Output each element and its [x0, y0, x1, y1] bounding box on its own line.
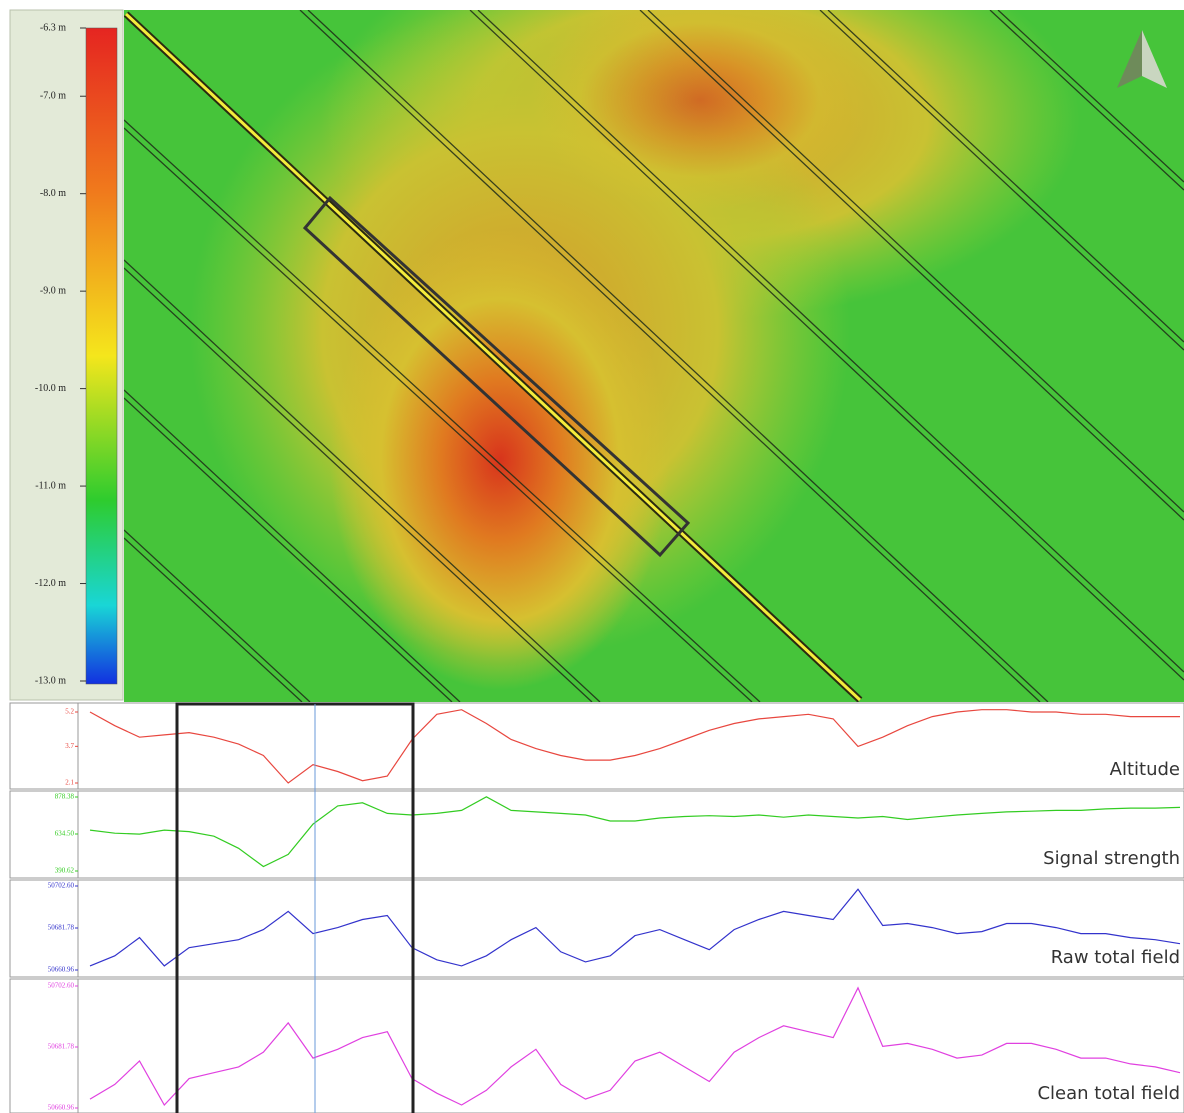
y-tick-label: 50681.78 — [48, 924, 75, 932]
colorbar-tick-label: -9.0 m — [40, 285, 66, 296]
colorbar-tick-label: -6.3 m — [40, 22, 66, 33]
chart-panel — [10, 979, 1184, 1113]
y-tick-label: 50702.60 — [48, 882, 75, 890]
y-tick-label: 3.7 — [65, 742, 74, 750]
colorbar-tick-label: -7.0 m — [40, 91, 66, 102]
map-view — [124, 0, 1184, 702]
colorbar-tick-label: -12.0 m — [35, 578, 66, 589]
series-name: Signal strength — [1043, 848, 1180, 869]
screen: -6.3 m -7.0 m -8.0 m -9.0 m -10.0 m -11.0 m -1… — [0, 0, 1184, 1113]
series-name: Altitude — [1110, 759, 1180, 780]
page: {"colorbar":{"ticks":[{"value":-6.3,"lab… — [0, 0, 1184, 1113]
colorbar-tick-label: -8.0 m — [40, 188, 66, 199]
colorbar — [86, 28, 117, 684]
colorbar-panel: -6.3 m -7.0 m -8.0 m -9.0 m -10.0 m -11.0 m -1… — [10, 10, 123, 700]
chart-panel — [10, 880, 1184, 977]
colorbar-tick-label: -11.0 m — [35, 480, 66, 491]
y-tick-label: 50702.60 — [48, 982, 75, 990]
series-name: Clean total field — [1037, 1083, 1180, 1104]
colorbar-tick-label: -10.0 m — [35, 383, 66, 394]
y-tick-label: 2.1 — [65, 779, 74, 787]
chart-panel — [10, 703, 1184, 789]
y-tick-label: 50660.96 — [48, 1104, 75, 1112]
profile-charts: 5.2 3.7 2.1 Altitude 878.38 634.50 390.62 Signa… — [10, 702, 1184, 1113]
y-tick-label: 5.2 — [65, 708, 74, 716]
y-tick-label: 50660.96 — [48, 966, 75, 974]
chart-panel — [10, 791, 1184, 878]
y-tick-label: 50681.78 — [48, 1043, 75, 1051]
series-name: Raw total field — [1051, 947, 1180, 968]
y-tick-label: 878.38 — [55, 793, 75, 801]
colorbar-tick-label: -13.0 m — [35, 675, 66, 686]
y-tick-label: 390.62 — [55, 867, 75, 875]
y-tick-label: 634.50 — [55, 830, 75, 838]
